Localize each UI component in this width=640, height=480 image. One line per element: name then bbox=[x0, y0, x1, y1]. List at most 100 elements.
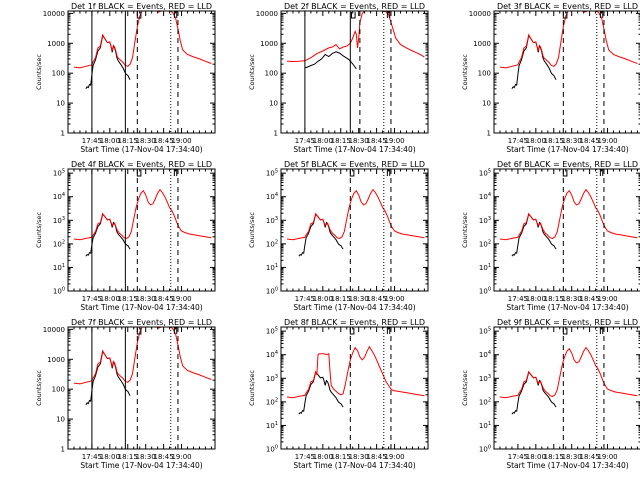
y-tick-label: 103 bbox=[479, 216, 491, 225]
x-tick-label: 18:15 bbox=[118, 295, 138, 303]
y-tick-label: 10000 bbox=[43, 10, 65, 18]
y-tick-label: 1 bbox=[61, 130, 65, 138]
x-tick-label: 17:45 bbox=[508, 137, 528, 145]
series-lld bbox=[286, 188, 425, 241]
series-lld bbox=[499, 346, 638, 399]
x-tick-label: 18:00 bbox=[313, 137, 333, 145]
x-tick-label: 17:45 bbox=[508, 453, 528, 461]
x-tick-label: 18:45 bbox=[580, 295, 600, 303]
panel-title: Det 6f BLACK = Events, RED = LLD bbox=[497, 160, 638, 169]
x-tick-label: 18:00 bbox=[526, 453, 546, 461]
detector-panel-2: Det 2f BLACK = Events, RED = LLD 1 10 100 10… bbox=[248, 2, 429, 154]
detector-panel-1: Det 1f BLACK = Events, RED = LLD 1 10 100 10… bbox=[35, 2, 216, 154]
x-tick-label: 18:15 bbox=[331, 137, 351, 145]
panel-title: Det 4f BLACK = Events, RED = LLD bbox=[71, 160, 212, 169]
y-tick-label: 104 bbox=[266, 350, 278, 359]
y-tick-label: 1 bbox=[487, 130, 491, 138]
x-axis-label: Start Time (17-Nov-04 17:34:40) bbox=[80, 303, 202, 312]
x-tick-label: 17:45 bbox=[82, 137, 102, 145]
y-tick-label: 102 bbox=[479, 397, 491, 406]
x-tick-label: 18:45 bbox=[367, 453, 387, 461]
x-tick-label: 19:00 bbox=[171, 453, 191, 461]
x-axis-label: Start Time (17-Nov-04 17:34:40) bbox=[293, 461, 415, 470]
panel-title: Det 2f BLACK = Events, RED = LLD bbox=[284, 2, 425, 11]
y-axis-label: Counts/sec bbox=[461, 54, 469, 90]
x-tick-label: 18:15 bbox=[118, 453, 138, 461]
y-tick-label: 10000 bbox=[43, 326, 65, 334]
x-tick-label: 18:15 bbox=[331, 453, 351, 461]
panel-title: Det 7f BLACK = Events, RED = LLD bbox=[71, 318, 212, 327]
bracket-D bbox=[136, 328, 142, 335]
x-tick-label: 18:30 bbox=[349, 137, 369, 145]
x-axis-label: Start Time (17-Nov-04 17:34:40) bbox=[80, 461, 202, 470]
series-lld bbox=[286, 345, 425, 399]
y-tick-label: 100 bbox=[52, 70, 65, 78]
y-tick-label: 1000 bbox=[47, 40, 65, 48]
x-tick-label: 19:00 bbox=[171, 295, 191, 303]
x-tick-label: 18:15 bbox=[331, 295, 351, 303]
x-tick-label: 18:30 bbox=[349, 453, 369, 461]
x-tick-label: 18:00 bbox=[100, 453, 120, 461]
x-tick-label: 19:00 bbox=[597, 453, 617, 461]
series-lld bbox=[499, 188, 638, 241]
x-tick-label: 19:00 bbox=[384, 137, 404, 145]
x-axis-label: Start Time (17-Nov-04 17:34:40) bbox=[506, 303, 628, 312]
x-tick-label: 18:30 bbox=[562, 137, 582, 145]
detector-panel-7: Det 7f BLACK = Events, RED = LLD 1 10 100 10… bbox=[35, 318, 216, 470]
y-tick-label: 105 bbox=[266, 327, 278, 336]
detector-panel-8: Det 8f BLACK = Events, RED = LLD 100 101 10… bbox=[248, 318, 429, 470]
bracket-D bbox=[562, 328, 568, 335]
y-tick-label: 101 bbox=[53, 263, 65, 272]
x-tick-label: 17:45 bbox=[295, 137, 315, 145]
x-tick-label: 18:30 bbox=[349, 295, 369, 303]
y-tick-label: 105 bbox=[266, 169, 278, 178]
x-tick-label: 19:00 bbox=[597, 137, 617, 145]
series-lld bbox=[73, 188, 212, 241]
detector-panel-3: Det 3f BLACK = Events, RED = LLD 1 10 100 10… bbox=[461, 2, 640, 154]
x-tick-label: 18:00 bbox=[313, 453, 333, 461]
y-tick-label: 105 bbox=[479, 169, 491, 178]
y-tick-label: 105 bbox=[53, 169, 65, 178]
y-tick-label: 10 bbox=[56, 416, 65, 424]
x-tick-label: 18:00 bbox=[100, 137, 120, 145]
y-tick-label: 100 bbox=[479, 287, 491, 296]
x-tick-label: 18:45 bbox=[154, 137, 174, 145]
y-tick-label: 100 bbox=[53, 287, 65, 296]
plot-frame bbox=[493, 10, 640, 134]
detector-panel-6: Det 6f BLACK = Events, RED = LLD 100 101 10… bbox=[461, 160, 640, 312]
x-tick-label: 18:45 bbox=[367, 295, 387, 303]
bracket-D bbox=[349, 328, 355, 335]
x-axis-label: Start Time (17-Nov-04 17:34:40) bbox=[80, 145, 202, 154]
x-tick-label: 19:00 bbox=[597, 295, 617, 303]
x-tick-label: 18:15 bbox=[544, 295, 564, 303]
x-tick-label: 17:45 bbox=[295, 295, 315, 303]
panel-title: Det 9f BLACK = Events, RED = LLD bbox=[497, 318, 638, 327]
x-tick-label: 18:15 bbox=[118, 137, 138, 145]
y-tick-label: 1 bbox=[61, 446, 65, 454]
x-tick-label: 18:00 bbox=[526, 137, 546, 145]
y-tick-label: 100 bbox=[52, 386, 65, 394]
y-tick-label: 100 bbox=[265, 70, 278, 78]
x-tick-label: 18:30 bbox=[136, 137, 156, 145]
y-tick-label: 100 bbox=[479, 445, 491, 454]
y-tick-label: 104 bbox=[53, 192, 65, 201]
y-axis-label: Counts/sec bbox=[248, 54, 256, 90]
y-tick-label: 101 bbox=[479, 421, 491, 430]
y-axis-label: Counts/sec bbox=[461, 212, 469, 248]
plot-frame bbox=[67, 10, 216, 134]
x-tick-label: 17:45 bbox=[508, 295, 528, 303]
panel-title: Det 5f BLACK = Events, RED = LLD bbox=[284, 160, 425, 169]
y-tick-label: 100 bbox=[266, 287, 278, 296]
bracket-D bbox=[351, 12, 356, 19]
y-tick-label: 104 bbox=[479, 192, 491, 201]
series-lld bbox=[499, 11, 638, 69]
x-tick-label: 19:00 bbox=[384, 295, 404, 303]
y-tick-label: 102 bbox=[53, 239, 65, 248]
x-tick-label: 18:00 bbox=[526, 295, 546, 303]
x-tick-label: 18:45 bbox=[580, 137, 600, 145]
y-axis-label: Counts/sec bbox=[35, 212, 43, 248]
y-axis-label: Counts/sec bbox=[248, 212, 256, 248]
x-tick-label: 18:30 bbox=[562, 453, 582, 461]
